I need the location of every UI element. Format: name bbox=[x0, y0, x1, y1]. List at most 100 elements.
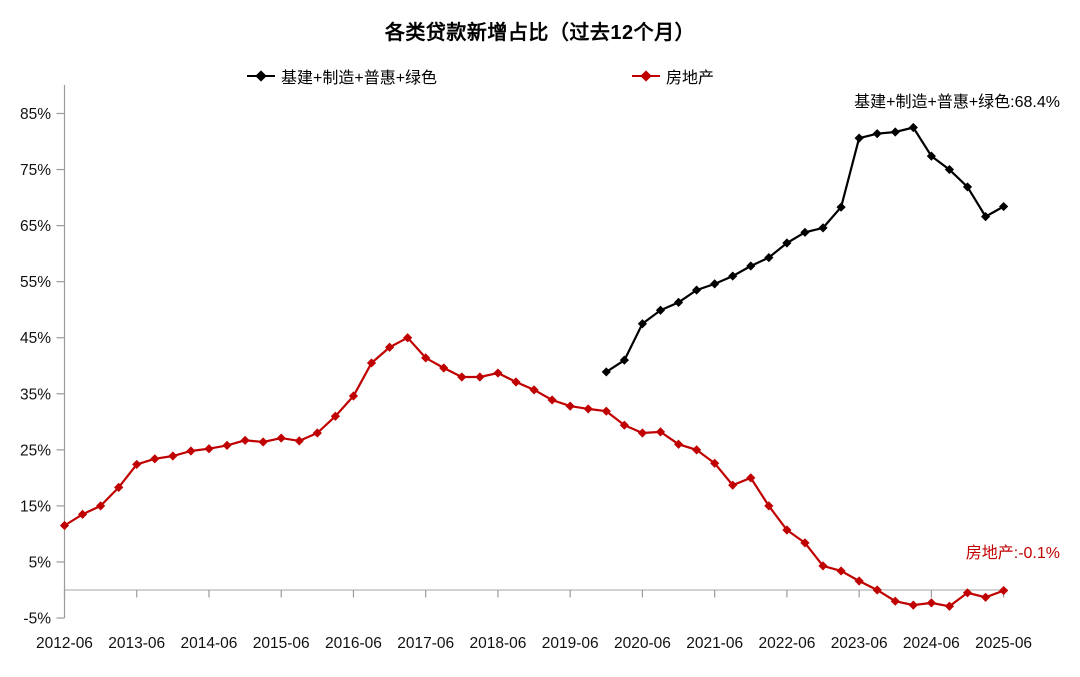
diamond-marker-icon bbox=[890, 127, 900, 137]
diamond-marker-icon bbox=[114, 482, 124, 493]
diamond-marker-icon bbox=[962, 182, 973, 192]
y-axis-tick-label: 25% bbox=[20, 442, 51, 459]
diamond-marker-icon bbox=[96, 501, 106, 511]
x-axis-tick-label: 2020-06 bbox=[614, 635, 671, 652]
diamond-marker-icon bbox=[583, 404, 593, 414]
y-axis-tick-label: 85% bbox=[20, 106, 51, 123]
legend: 基建+制造+普惠+绿色 房地产 bbox=[0, 66, 1080, 87]
x-axis-tick-label: 2023-06 bbox=[831, 635, 888, 652]
x-axis-tick-label: 2018-06 bbox=[469, 635, 526, 652]
diamond-marker-icon bbox=[746, 261, 756, 271]
series-markers-real-estate bbox=[59, 333, 1009, 611]
diamond-marker-icon bbox=[908, 122, 918, 133]
diamond-marker-icon bbox=[150, 454, 160, 464]
diamond-marker-icon bbox=[204, 444, 214, 454]
diamond-marker-icon bbox=[944, 164, 955, 175]
x-axis-tick-label: 2015-06 bbox=[253, 635, 310, 652]
diamond-marker-icon bbox=[186, 446, 196, 456]
diamond-marker-icon bbox=[475, 372, 485, 382]
x-axis-tick-label: 2017-06 bbox=[397, 635, 454, 652]
legend-item-real-estate: 房地产 bbox=[632, 66, 715, 87]
x-axis-tick-label: 2024-06 bbox=[903, 635, 960, 652]
diamond-marker-icon bbox=[294, 436, 304, 446]
diamond-marker-icon bbox=[926, 598, 936, 608]
diamond-marker-icon bbox=[258, 437, 268, 447]
legend-label-real-estate: 房地产 bbox=[666, 70, 715, 87]
diamond-marker-icon bbox=[854, 576, 864, 586]
diamond-marker-icon bbox=[403, 333, 413, 343]
diamond-marker-icon bbox=[547, 395, 557, 405]
diamond-marker-icon bbox=[800, 538, 810, 548]
diamond-marker-icon bbox=[619, 355, 629, 365]
y-axis-tick-label: 35% bbox=[20, 386, 51, 403]
diamond-marker-icon bbox=[240, 435, 250, 445]
y-axis-tick-label: -5% bbox=[23, 611, 51, 628]
diamond-marker-icon bbox=[782, 238, 792, 248]
diamond-marker-icon bbox=[980, 212, 991, 222]
diamond-marker-icon bbox=[330, 411, 340, 421]
x-axis-tick-label: 2025-06 bbox=[975, 635, 1032, 652]
diamond-marker-icon bbox=[764, 252, 774, 263]
series-end-label-infra: 基建+制造+普惠+绿色:68.4% bbox=[854, 94, 1060, 111]
legend-diamond-marker-icon bbox=[632, 70, 660, 82]
y-axis-tick-label: 15% bbox=[20, 498, 51, 515]
x-axis-tick-label: 2012-06 bbox=[36, 635, 93, 652]
series-line-infra-mfg-inclusive-green bbox=[605, 126, 1005, 373]
diamond-marker-icon bbox=[132, 459, 142, 470]
y-axis-tick-label: 55% bbox=[20, 274, 51, 291]
y-axis-tick-label: 45% bbox=[20, 330, 51, 347]
legend-diamond-marker-icon bbox=[247, 70, 275, 82]
diamond-marker-icon bbox=[836, 202, 846, 212]
x-axis-tick-label: 2019-06 bbox=[542, 635, 599, 652]
diamond-marker-icon bbox=[619, 420, 629, 430]
diamond-marker-icon bbox=[710, 279, 720, 289]
diamond-marker-icon bbox=[890, 596, 900, 606]
diamond-marker-icon bbox=[493, 368, 503, 378]
x-axis-tick-label: 2014-06 bbox=[181, 635, 238, 652]
diamond-marker-icon bbox=[312, 428, 322, 438]
y-axis-tick-label: 65% bbox=[20, 218, 51, 235]
x-axis-tick-label: 2013-06 bbox=[108, 635, 165, 652]
diamond-marker-icon bbox=[728, 480, 738, 490]
diamond-marker-icon bbox=[872, 585, 882, 595]
diamond-marker-icon bbox=[637, 428, 648, 438]
diamond-marker-icon bbox=[980, 592, 991, 602]
diamond-marker-icon bbox=[673, 297, 684, 308]
diamond-marker-icon bbox=[366, 358, 377, 368]
diamond-marker-icon bbox=[926, 151, 936, 161]
diamond-marker-icon bbox=[348, 391, 359, 401]
diamond-marker-icon bbox=[511, 377, 521, 387]
diamond-marker-icon bbox=[818, 223, 828, 233]
diamond-marker-icon bbox=[601, 367, 611, 377]
diamond-marker-icon bbox=[59, 520, 70, 531]
diamond-marker-icon bbox=[655, 305, 666, 315]
diamond-marker-icon bbox=[908, 600, 918, 610]
diamond-marker-icon bbox=[836, 566, 846, 576]
diamond-marker-icon bbox=[818, 561, 828, 571]
diamond-marker-icon bbox=[999, 201, 1009, 212]
diamond-marker-icon bbox=[168, 451, 178, 461]
x-axis-tick-label: 2016-06 bbox=[325, 635, 382, 652]
diamond-marker-icon bbox=[655, 427, 666, 437]
diamond-marker-icon bbox=[637, 319, 648, 329]
diamond-marker-icon bbox=[764, 501, 774, 511]
diamond-marker-icon bbox=[421, 353, 431, 363]
series-end-label-real-estate: 房地产:-0.1% bbox=[965, 545, 1060, 562]
diamond-marker-icon bbox=[710, 458, 720, 468]
series-line-real-estate bbox=[63, 336, 1004, 608]
diamond-marker-icon bbox=[77, 509, 88, 519]
diamond-marker-icon bbox=[673, 439, 684, 449]
diamond-marker-icon bbox=[692, 445, 702, 455]
diamond-marker-icon bbox=[565, 401, 575, 411]
diamond-marker-icon bbox=[222, 440, 232, 450]
diamond-marker-icon bbox=[782, 525, 792, 535]
diamond-marker-icon bbox=[439, 363, 449, 373]
series-markers-infra-mfg-inclusive-green bbox=[601, 122, 1009, 377]
diamond-marker-icon bbox=[872, 129, 882, 139]
diamond-marker-icon bbox=[944, 601, 955, 611]
diamond-marker-icon bbox=[999, 585, 1009, 596]
legend-item-infra-mfg-inclusive-green: 基建+制造+普惠+绿色 bbox=[247, 66, 437, 87]
diamond-marker-icon bbox=[457, 372, 467, 382]
